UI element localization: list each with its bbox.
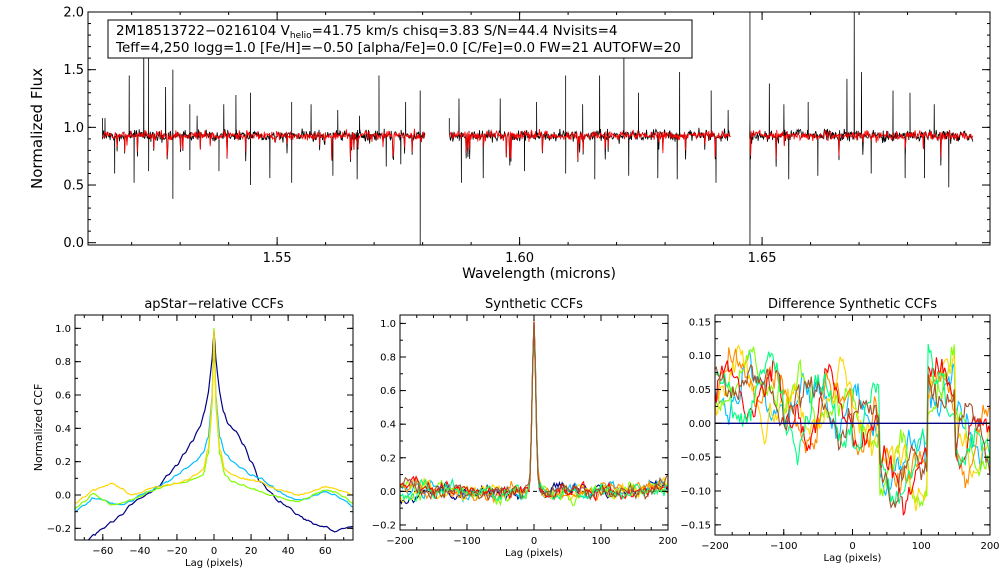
spectrum-xlabel: Wavelength (microns)	[462, 266, 616, 282]
difference-ccf-xtick-label: 200	[980, 541, 999, 552]
synthetic-ccf-xtick-label: −100	[453, 536, 480, 547]
fit-stats: =41.75 km/s chisq=3.83 S/N=44.4 Nvisits=…	[312, 23, 618, 39]
spectrum-ytick-label: 1.5	[63, 63, 84, 78]
difference-ccf-plot-area	[715, 344, 990, 516]
difference-ccf-ytick-label: 0.10	[689, 351, 711, 362]
apstar-ccf-xtick-label: −40	[129, 546, 150, 557]
spectrum-xtick-label: 1.60	[505, 251, 534, 266]
spectrum-xtick-label: 1.55	[263, 251, 292, 266]
synthetic-ccf-line-2	[400, 319, 668, 504]
synthetic-ccf-line-8	[400, 323, 668, 501]
model-spectrum-chip-2	[449, 128, 731, 161]
difference-ccf-xlabel: Lag (pixels)	[824, 553, 882, 564]
difference-ccf-line-8	[715, 364, 990, 510]
synthetic-ccf-xtick-label: 200	[658, 536, 677, 547]
apstar-ccf-xtick-label: −20	[166, 546, 187, 557]
spectrum-plot-area	[102, 12, 974, 245]
difference-ccf-xtick-label: 100	[912, 541, 931, 552]
apstar-ccf-xlabel: Lag (pixels)	[185, 558, 243, 569]
apstar-ccf-plot-area	[75, 328, 353, 540]
apstar-ccf-ytick-label: 0.4	[55, 424, 71, 435]
difference-ccf-xtick-label: −100	[770, 541, 797, 552]
apstar-ccf-ytick-label: 1.0	[55, 324, 71, 335]
apstar-ccf-ytick-label: 0.6	[55, 391, 71, 402]
apstar-ccf-xtick-label: 60	[319, 546, 332, 557]
model-spectrum-chip-1	[102, 128, 426, 161]
info-line-1: 2M18513722−0216104 Vhelio=41.75 km/s chi…	[116, 23, 618, 41]
difference-ccf-ytick-label: 0.15	[689, 317, 711, 328]
observed-spectrum-chip-3	[749, 12, 974, 245]
info-annotation-box	[107, 19, 693, 59]
apstar-ccf-line-3	[75, 328, 353, 510]
apstar-ccf-title: apStar−relative CCFs	[144, 297, 284, 312]
difference-ccf-line-7	[715, 344, 990, 508]
observed-spectrum-chip-1	[102, 44, 426, 245]
spectrum-chart: 1.55 1.60 1.65 0.0 0.5 1.0 1.5 2.0 Wavelength (m…	[28, 6, 991, 282]
apstar-ccf-line-2	[75, 333, 353, 513]
synthetic-ccf-frame	[399, 314, 669, 531]
difference-ccf-line-6	[715, 357, 990, 516]
synthetic-ccf-ytick-label: 0.2	[380, 453, 396, 464]
observed-spectrum-chip-2	[448, 40, 731, 183]
apstar-ccf-ytick-label: 0.0	[55, 491, 71, 502]
synthetic-ccf-ytick-label: 1.0	[380, 319, 396, 330]
difference-ccf-line-3	[715, 344, 990, 509]
synthetic-ccf-line-3	[400, 325, 668, 507]
difference-ccf-ytick-label: −0.15	[680, 520, 711, 531]
spectrum-xtick-label: 1.65	[748, 251, 777, 266]
apstar-ccf-ytick-label: −0.2	[47, 524, 71, 535]
synthetic-ccf-ytick-label: 0.6	[380, 386, 396, 397]
apstar-ccf-xtick-label: −60	[92, 546, 113, 557]
synthetic-ccf-line-4	[400, 326, 668, 504]
synthetic-ccf-plot-area	[400, 319, 668, 507]
synthetic-ccf-ytick-label: 0.4	[380, 420, 396, 431]
synthetic-ccf-title: Synthetic CCFs	[485, 297, 583, 312]
apstar-ccf-xtick-label: 0	[211, 546, 217, 557]
difference-ccf-line-4	[715, 344, 990, 512]
synthetic-ccf-line-6	[400, 322, 668, 502]
synthetic-ccf-ytick-label: −0.2	[372, 520, 396, 531]
apstar-ccf-line-4	[75, 330, 353, 504]
spectrum-ytick-label: 0.0	[63, 236, 84, 251]
difference-ccf-ytick-label: 0.00	[689, 419, 711, 430]
difference-ccf-xtick-label: −200	[701, 541, 728, 552]
difference-ccf-ytick-label: −0.10	[680, 487, 711, 498]
spectrum-ytick-label: 0.5	[63, 179, 84, 194]
difference-ccf-xtick-label: 0	[849, 541, 855, 552]
difference-ccf-ytick-label: 0.05	[689, 385, 711, 396]
synthetic-ccf-chart: −200 −100 0 100 200 −0.2 0.0 0.2 0.4 0.6 0.8 1.0 Syn…	[372, 297, 678, 559]
apstar-ccf-xtick-label: 40	[282, 546, 295, 557]
model-spectrum-chip-3	[749, 129, 974, 160]
spectrum-ytick-label: 1.0	[63, 121, 84, 136]
apstar-ccf-chart: −60 −40 −20 0 20 40 60 −0.2 0.0 0.2 0.4 0.6 0.8 1.0 ap…	[32, 297, 354, 569]
synthetic-ccf-line-1	[400, 322, 668, 505]
difference-ccf-chart: −200 −100 0 100 200 −0.15 −0.10 −0.05 0.00 0.05 0.…	[680, 297, 999, 564]
synthetic-ccf-line-5	[400, 320, 668, 504]
synthetic-ccf-xtick-label: 100	[591, 536, 610, 547]
apstar-ccf-xtick-label: 20	[245, 546, 258, 557]
synthetic-ccf-ytick-label: 0.0	[380, 487, 396, 498]
spectrum-ylabel: Normalized Flux	[28, 68, 46, 189]
star-id: 2M18513722−0216104 V	[116, 23, 291, 39]
vhelio-subscript: helio	[290, 31, 312, 41]
synthetic-ccf-line-7	[400, 327, 668, 502]
spectrum-frame	[87, 11, 991, 246]
synthetic-ccf-xtick-label: 0	[531, 536, 537, 547]
apstar-ccf-line-1	[87, 330, 353, 540]
difference-ccf-ytick-label: −0.05	[680, 453, 711, 464]
apstar-ccf-ytick-label: 0.8	[55, 357, 71, 368]
synthetic-ccf-xtick-label: −200	[386, 536, 413, 547]
info-line-2: Teff=4,250 logg=1.0 [Fe/H]=−0.50 [alpha/…	[115, 40, 681, 56]
synthetic-ccf-xlabel: Lag (pixels)	[505, 548, 563, 559]
difference-ccf-title: Difference Synthetic CCFs	[768, 297, 937, 312]
apstar-ccf-ylabel: Normalized CCF	[32, 384, 45, 472]
spectrum-ytick-label: 2.0	[63, 6, 84, 21]
synthetic-ccf-ytick-label: 0.8	[380, 352, 396, 363]
apstar-ccf-ytick-label: 0.2	[55, 457, 71, 468]
